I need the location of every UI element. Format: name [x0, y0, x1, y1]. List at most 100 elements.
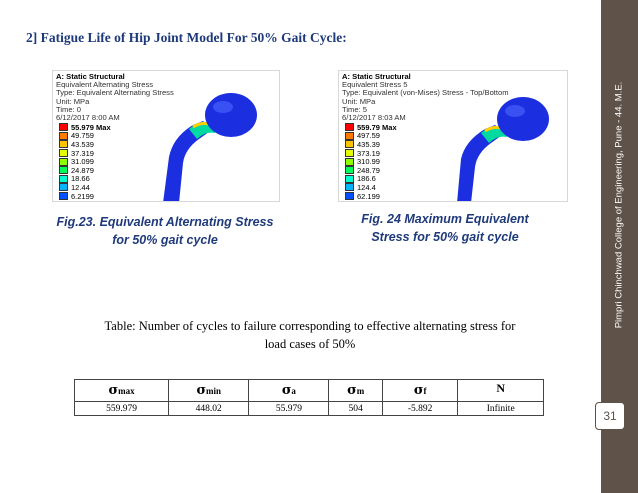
table-row: 559.979 448.02 55.979 504 -5.892 Infinit…	[73, 401, 544, 416]
legend-row: 0 Min	[59, 200, 111, 201]
legend-label: 12.44	[71, 182, 90, 192]
legend-swatch	[59, 192, 68, 201]
legend-label: 18.66	[71, 174, 90, 184]
legend-row: 24.879	[59, 166, 111, 175]
legend-swatch	[345, 131, 354, 140]
figure-header-line: 6/12/2017 8:03 AM	[342, 113, 406, 123]
figure-header-line: Time: 0	[56, 104, 82, 114]
legend-label: 55.979 Max	[71, 122, 111, 132]
table-cell: 559.979	[73, 401, 170, 416]
legend-label: 37.319	[71, 148, 94, 158]
legend-label: 43.539	[71, 139, 94, 149]
header-sigma-f: σf	[381, 379, 459, 402]
table-cell: 504	[328, 401, 383, 416]
header-sigma-m: σm	[328, 379, 383, 402]
legend-swatch	[345, 157, 354, 166]
legend-label: 310.99	[357, 157, 380, 167]
legend-label: 24.879	[71, 165, 94, 175]
figure-header: A: Static Structural Equivalent Stress 5…	[342, 72, 509, 123]
caption-line: Fig.23. Equivalent Alternating Stress	[56, 215, 274, 229]
legend-swatch	[59, 183, 68, 192]
legend-row: 62.199	[345, 192, 397, 201]
legend-label: 31.099	[71, 157, 94, 167]
legend-swatch	[59, 149, 68, 158]
sidebar-institution-text: Pimpri Chinchwad College of Engineering,…	[613, 81, 625, 329]
legend-row: 124.4	[345, 183, 397, 192]
legend-row: 186.6	[345, 174, 397, 184]
figure-header-line: A: Static Structural	[342, 72, 411, 81]
legend-swatch	[59, 200, 68, 201]
legend-swatch	[345, 166, 354, 175]
legend-label: 248.79	[357, 165, 380, 175]
figure-maximum-equivalent-stress: A: Static Structural Equivalent Stress 5…	[338, 70, 568, 202]
table-caption: Table: Number of cycles to failure corre…	[34, 317, 586, 353]
legend-label: 435.39	[357, 139, 380, 149]
legend-row: 43.539	[59, 140, 111, 149]
table-cell: 448.02	[168, 401, 250, 416]
legend-row: 55.979 Max	[59, 123, 111, 132]
header-sigma-min: σmin	[168, 379, 250, 402]
legend-label: 186.6	[357, 174, 376, 184]
legend-row: 37.319	[59, 149, 111, 158]
fatigue-table: σmax σmin σa σm σf N 559.979 448.02 55.9…	[73, 379, 544, 416]
header-n: N	[457, 379, 544, 402]
stress-legend: 55.979 Max 49.759 43.539 37.319 31.099 24.879…	[59, 123, 111, 201]
legend-swatch	[59, 131, 68, 140]
legend-row: 310.99	[345, 157, 397, 166]
legend-swatch	[345, 183, 354, 192]
hip-implant-model	[163, 93, 257, 201]
legend-row: 0 Min	[345, 200, 397, 201]
legend-row: 6.2199	[59, 192, 111, 201]
legend-swatch	[59, 157, 68, 166]
legend-row: 373.19	[345, 149, 397, 158]
table-caption-line: load cases of 50%	[264, 337, 356, 351]
table-cell: -5.892	[381, 401, 459, 416]
table-cell: 55.979	[248, 401, 330, 416]
legend-swatch	[345, 140, 354, 149]
caption-line: Stress for 50% gait cycle	[371, 230, 519, 244]
figure-header-line: Unit: MPa	[56, 96, 90, 106]
legend-swatch	[345, 174, 354, 183]
legend-swatch	[59, 174, 68, 183]
legend-label: 124.4	[357, 182, 376, 192]
legend-swatch	[345, 192, 354, 201]
table-cell: Infinite	[457, 401, 544, 416]
figure-header-line: 6/12/2017 8:00 AM	[56, 113, 120, 123]
page-number: 31	[595, 402, 625, 430]
figure-header-line: Unit: MPa	[342, 96, 376, 106]
legend-row: 559.79 Max	[345, 123, 397, 132]
legend-row: 12.44	[59, 183, 111, 192]
figure-23-caption: Fig.23. Equivalent Alternating Stress fo…	[30, 213, 300, 249]
figure-header-line: Time: 5	[342, 104, 368, 114]
figure-header-line: A: Static Structural	[56, 72, 125, 81]
legend-label: 62.199	[357, 191, 380, 201]
legend-swatch	[59, 140, 68, 149]
legend-swatch	[345, 149, 354, 158]
legend-swatch	[345, 200, 354, 201]
legend-row: 18.66	[59, 174, 111, 184]
figure-24-caption: Fig. 24 Maximum Equivalent Stress for 50…	[320, 210, 570, 246]
legend-row: 49.759	[59, 131, 111, 141]
legend-label: 49.759	[71, 131, 94, 141]
legend-swatch	[59, 123, 68, 132]
figure-equivalent-alternating-stress: A: Static Structural Equivalent Alternat…	[52, 70, 280, 202]
table-caption-line: Table: Number of cycles to failure corre…	[104, 319, 516, 333]
legend-label: 6.2199	[71, 191, 94, 201]
stress-legend: 559.79 Max 497.59 435.39 373.19 310.99 248.79…	[345, 123, 397, 201]
legend-label: 559.79 Max	[357, 122, 397, 132]
figure-header-line: Type: Equivalent (von-Mises) Stress - To…	[342, 88, 509, 98]
legend-label: 373.19	[357, 148, 380, 158]
header-sigma-max: σmax	[73, 379, 170, 402]
legend-swatch	[345, 123, 354, 132]
legend-row: 497.59	[345, 131, 397, 141]
legend-row: 435.39	[345, 140, 397, 149]
caption-line: for 50% gait cycle	[112, 233, 218, 247]
figure-header-line: Equivalent Alternating Stress	[56, 80, 154, 90]
table-header-row: σmax σmin σa σm σf N	[73, 379, 544, 402]
legend-swatch	[59, 166, 68, 175]
slide-heading: 2] Fatigue Life of Hip Joint Model For 5…	[26, 30, 347, 45]
legend-label: 497.59	[357, 131, 380, 141]
legend-label: 0 Min	[71, 200, 90, 201]
caption-line: Fig. 24 Maximum Equivalent	[361, 212, 529, 226]
legend-row: 248.79	[345, 166, 397, 175]
